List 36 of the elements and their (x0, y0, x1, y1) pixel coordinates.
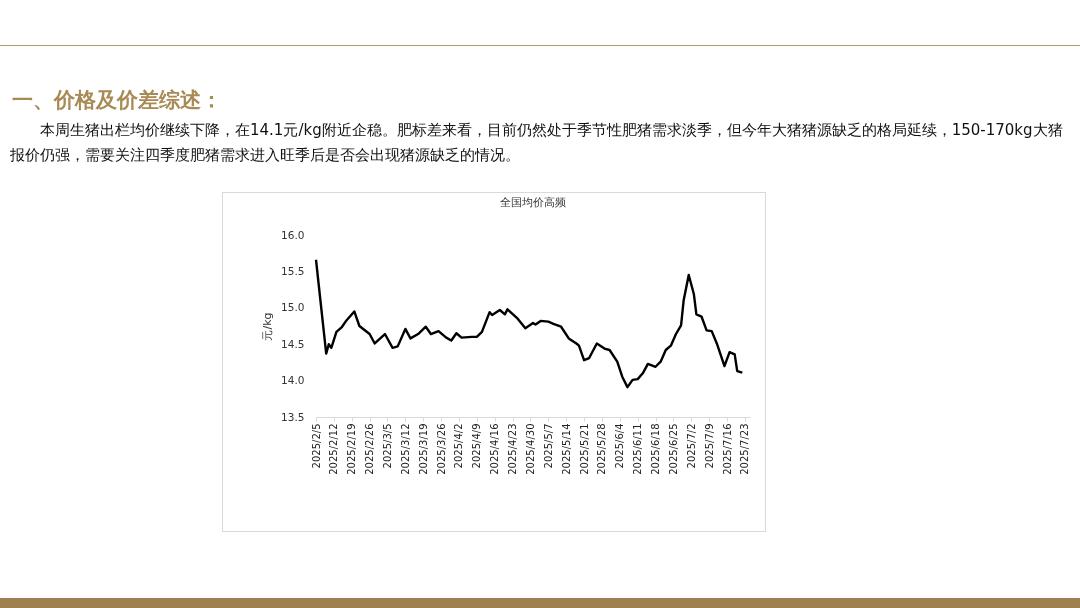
x-tick-label: 2025/7/2 (685, 423, 697, 469)
x-tick-label: 2025/2/12 (328, 423, 340, 475)
x-tick-label: 2025/4/9 (471, 423, 483, 469)
y-axis-title: 元/kg (261, 312, 275, 341)
x-tick-label: 2025/2/19 (346, 423, 358, 475)
x-tick-label: 2025/4/23 (507, 423, 519, 475)
y-tick-label: 16.0 (281, 228, 305, 241)
x-tick-label: 2025/4/16 (489, 423, 501, 475)
x-tick-label: 2025/7/9 (703, 423, 715, 469)
text: 一、价格及价差综述： (12, 87, 222, 114)
x-tick-label: 2025/6/4 (614, 423, 626, 469)
x-tick-label: 2025/2/26 (364, 423, 376, 475)
x-tick-label: 2025/2/5 (310, 423, 322, 469)
x-tick-label: 2025/5/7 (542, 423, 554, 469)
x-tick-label: 2025/4/30 (524, 423, 536, 475)
y-tick-label: 13.5 (281, 410, 305, 423)
x-tick-label: 2025/5/14 (560, 423, 572, 475)
text: 本周生猪出栏均价继续下降，在14.1元/kg附近企稳。肥标差来看，目前仍然处于季节性肥猪需求淡季，但今年大猪猪源缺乏的格局延续，150-170kg大猪报价仍强，需要关注四季度肥猪需求进入旺季后是否会出现猪源缺乏的情况。 (10, 120, 1064, 166)
x-tick-label: 2025/6/25 (667, 423, 679, 475)
x-tick-label: 2025/7/16 (721, 423, 733, 475)
x-tick-label: 2025/6/18 (650, 423, 662, 475)
x-tick-label: 2025/7/23 (739, 423, 751, 475)
x-tick-label: 2025/3/5 (381, 423, 393, 469)
y-tick-label: 14.0 (281, 374, 305, 387)
x-tick-label: 2025/6/11 (632, 423, 644, 475)
line-series (314, 258, 744, 389)
y-tick-label: 15.0 (281, 301, 305, 314)
x-tick-label: 2025/5/21 (578, 423, 590, 475)
x-tick-label: 2025/4/2 (453, 423, 465, 469)
y-tick-label: 14.5 (281, 337, 305, 350)
x-tick-label: 2025/3/26 (435, 423, 447, 475)
x-tick-label: 2025/3/12 (399, 423, 411, 475)
x-tick-label: 2025/5/28 (596, 423, 608, 475)
chart-title: 全国均价高频 (500, 196, 566, 209)
x-tick-label: 2025/3/19 (417, 423, 429, 475)
y-tick-label: 15.5 (281, 264, 305, 277)
